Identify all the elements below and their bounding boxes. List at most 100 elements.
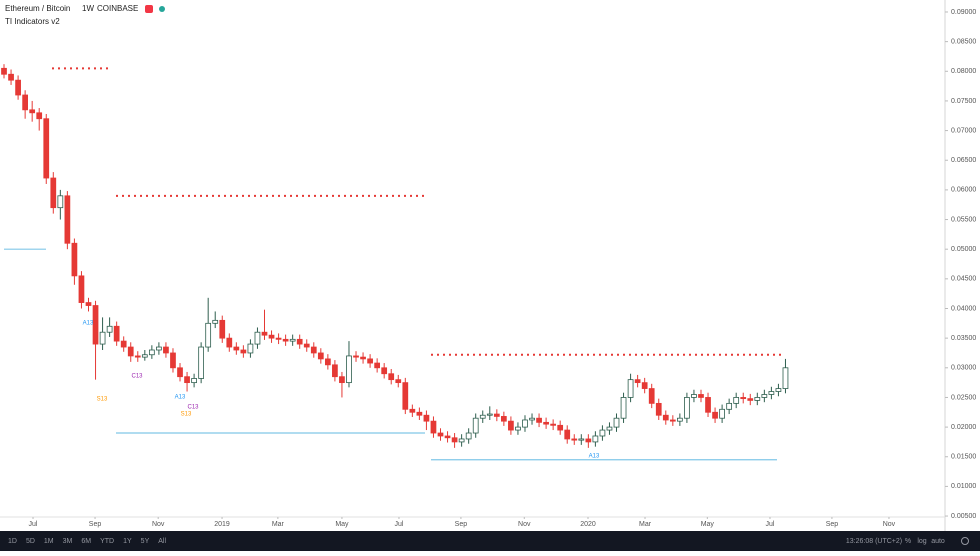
candle-body [754,397,761,401]
indicator-name: TI Indicators v2 [5,17,60,26]
range-button[interactable]: 3M [63,538,73,545]
candle-body [22,94,28,111]
x-tick-label: Mar [639,521,652,528]
candle-body [360,356,366,360]
range-button[interactable]: 1D [8,538,17,545]
scale-option[interactable]: % [905,538,911,545]
range-button[interactable]: All [158,538,166,545]
td-annotation: A13 [83,321,94,327]
candle-body [324,358,331,366]
candle-body [747,398,754,401]
candle-body [317,352,324,360]
candle-body [261,331,268,336]
candle-body [437,432,444,437]
candle-body [677,417,683,422]
range-button[interactable]: 6M [81,538,91,545]
candle-body [15,79,21,96]
scale-option[interactable]: log [917,538,926,545]
candle-body [571,438,578,441]
y-tick-label: 0.09000 [951,9,976,16]
candle-body [698,394,704,398]
x-tick-label: May [335,521,349,528]
x-tick-label: Sep [455,521,468,528]
candle-body [78,275,85,303]
candle-body [50,177,57,209]
candle-body [613,417,620,428]
flag-icon[interactable] [145,5,153,13]
x-tick-label: Nov [883,521,896,528]
candle-body [332,364,338,378]
candle-body [106,325,113,333]
candle-body [775,388,782,392]
candle-body [388,373,395,381]
candle-body [592,435,599,443]
candle-body [479,414,486,419]
y-tick-label: 0.02500 [951,394,976,401]
candle-body [339,376,345,384]
candle-body [43,118,50,179]
candle-body [303,343,310,348]
candle-body [557,424,564,431]
candle-body [113,325,120,342]
x-tick-label: Jul [394,521,403,528]
candle-body [205,322,212,348]
x-tick-label: Nov [518,521,531,528]
candle-body [493,413,500,417]
symbol: Ethereum / Bitcoin [5,4,70,13]
td-annotation: C13 [131,374,143,380]
scale-option[interactable]: auto [931,538,945,545]
candle-body [268,334,275,339]
candle-body [655,402,662,416]
candle-body [691,394,697,398]
candle-body [515,426,521,431]
y-tick-label: 0.03500 [951,335,976,342]
candle-body [782,367,789,389]
exchange: COINBASE [97,4,138,13]
range-button[interactable]: 1Y [123,538,132,545]
y-tick-label: 0.00500 [951,513,976,520]
y-tick-label: 0.08000 [951,68,976,75]
candle-body [170,352,176,369]
range-button[interactable]: 5Y [141,538,150,545]
candle-body [198,346,205,379]
y-tick-label: 0.08500 [951,38,976,45]
td-annotation: S13 [97,397,108,403]
y-tick-label: 0.04000 [951,305,976,312]
candle-body [99,331,106,345]
settings-icon[interactable] [961,537,969,545]
candle-body [564,429,571,440]
y-tick-label: 0.01500 [951,454,976,461]
candle-body [451,437,458,443]
candle-body [522,419,528,428]
candle-body [353,355,359,358]
candle-body [141,354,148,358]
candle-body [458,438,465,443]
x-tick-label: Jul [766,521,775,528]
status-dot [159,6,165,12]
clock: 13:26:08 (UTC+2) [846,538,902,545]
candle-body [134,355,141,358]
candle-body [29,109,36,114]
candle-body [282,338,289,342]
td-annotation: S13 [181,412,192,418]
range-button[interactable]: 5D [26,538,35,545]
candle-body [226,337,233,348]
candle-body [275,337,282,340]
td-annotation: A13 [589,454,600,460]
candle-body [726,402,733,410]
candle-body [648,388,655,404]
candle-body [740,397,747,400]
range-button[interactable]: YTD [100,538,114,545]
candle-body [247,343,254,354]
candle-body [120,340,127,348]
candle-body [64,195,71,244]
candle-body [465,432,472,440]
candle-body [550,423,557,426]
candle-body [156,346,162,351]
x-tick-label: 2019 [214,521,230,528]
x-tick-label: Jul [29,521,38,528]
candle-body [367,358,373,364]
candle-body [430,420,437,434]
candle-body [761,394,768,398]
range-button[interactable]: 1M [44,538,54,545]
